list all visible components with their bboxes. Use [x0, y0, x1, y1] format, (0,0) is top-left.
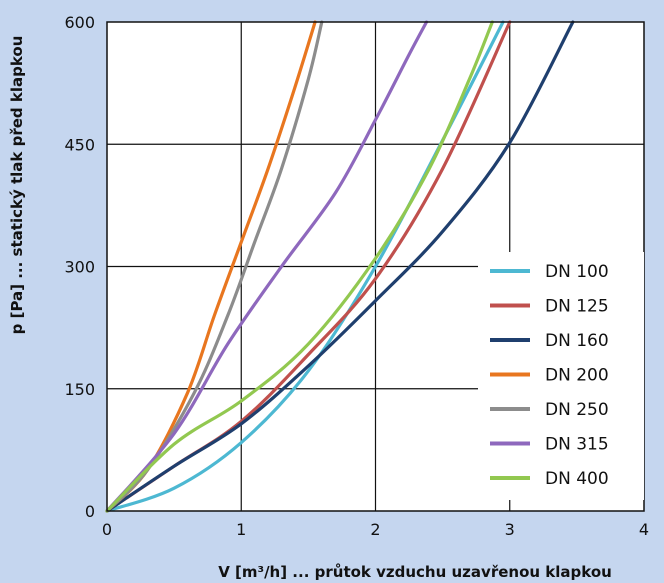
series-layer	[105, 20, 575, 513]
legend-label-dn-315: DN 315	[545, 435, 609, 455]
series-line-dn-400	[105, 20, 494, 513]
y-tick-label-3: 450	[64, 135, 95, 154]
y-tick-label-0: 0	[85, 502, 95, 521]
x-tick-label-4: 4	[639, 520, 649, 539]
y-tick-labels: 0 150 300 450 600	[64, 13, 95, 521]
y-tick-label-1: 150	[64, 380, 95, 399]
legend-label-dn-100: DN 100	[545, 262, 609, 282]
legend-label-dn-200: DN 200	[545, 366, 609, 386]
x-axis-label: V [m³/h] ... průtok vzduchu uzavřenou kl…	[218, 563, 612, 581]
legend-label-dn-160: DN 160	[545, 331, 609, 351]
series-line-dn-315	[105, 20, 429, 513]
y-tick-label-2: 300	[64, 258, 95, 277]
legend-label-dn-125: DN 125	[545, 297, 609, 317]
legend-label-dn-400: DN 400	[545, 469, 609, 489]
x-tick-label-1: 1	[236, 520, 246, 539]
legend-label-dn-250: DN 250	[545, 400, 609, 420]
x-tick-label-0: 0	[102, 520, 112, 539]
series-line-dn-160	[105, 20, 575, 513]
y-tick-label-4: 600	[64, 13, 95, 32]
x-tick-label-2: 2	[370, 520, 380, 539]
y-axis-label: p [Pa] ... statický tlak před klapkou	[8, 36, 26, 335]
x-tick-label-3: 3	[505, 520, 515, 539]
x-tick-labels: 0 1 2 3 4	[102, 520, 649, 539]
legend: DN 100 DN 125 DN 160 DN 200 DN 250 DN 315 DN 4…	[478, 252, 644, 500]
